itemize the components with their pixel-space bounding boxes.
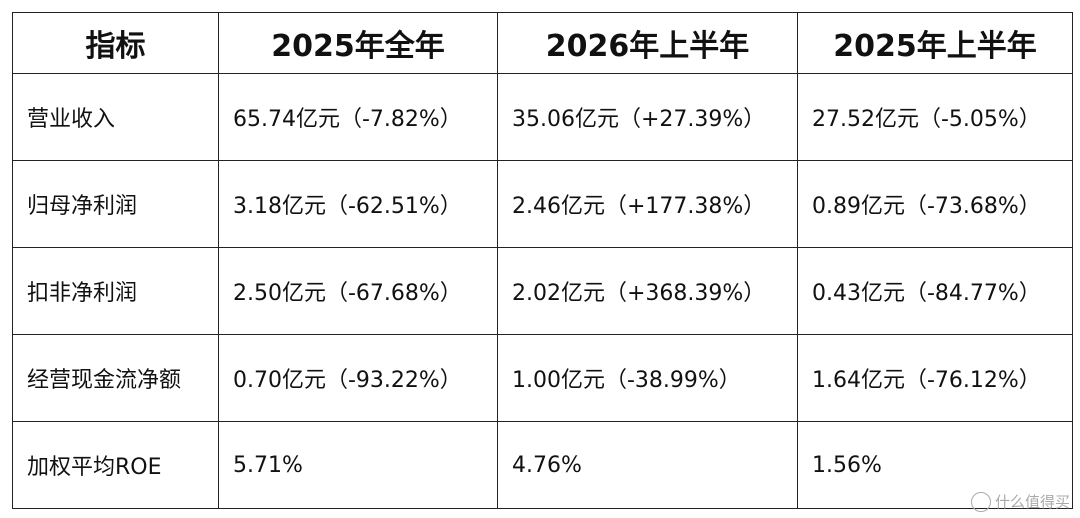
table-row: 归母净利润 3.18亿元（-62.51%） 2.46亿元（+177.38%） 0.89… <box>12 160 1073 248</box>
table-cell: 4.76% <box>497 421 798 509</box>
header-cell: 指标 <box>12 12 219 74</box>
header-cell: 2025年上半年 <box>797 12 1073 74</box>
table-row: 扣非净利润 2.50亿元（-67.68%） 2.02亿元（+368.39%） 0.43… <box>12 247 1073 335</box>
table-row: 经营现金流净额 0.70亿元（-93.22%） 1.00亿元（-38.99%） 1.6… <box>12 334 1073 422</box>
row-label: 归母净利润 <box>12 160 219 248</box>
table-cell: 1.00亿元（-38.99%） <box>497 334 798 422</box>
table-cell: 0.43亿元（-84.77%） <box>797 247 1073 335</box>
table-cell: 27.52亿元（-5.05%） <box>797 73 1073 161</box>
row-label: 扣非净利润 <box>12 247 219 335</box>
row-label: 加权平均ROE <box>12 421 219 509</box>
table-cell: 3.18亿元（-62.51%） <box>218 160 498 248</box>
table-cell: 65.74亿元（-7.82%） <box>218 73 498 161</box>
header-cell: 2026年上半年 <box>497 12 798 74</box>
table-cell: 2.02亿元（+368.39%） <box>497 247 798 335</box>
table-cell: 2.50亿元（-67.68%） <box>218 247 498 335</box>
table-cell: 35.06亿元（+27.39%） <box>497 73 798 161</box>
table-cell: 0.89亿元（-73.68%） <box>797 160 1073 248</box>
watermark: 什么值得买 <box>970 491 1070 512</box>
table-cell: 1.56% <box>797 421 1073 509</box>
table-row: 营业收入 65.74亿元（-7.82%） 35.06亿元（+27.39%） 27.52… <box>12 73 1073 161</box>
table-cell: 2.46亿元（+177.38%） <box>497 160 798 248</box>
row-label: 营业收入 <box>12 73 219 161</box>
row-label: 经营现金流净额 <box>12 334 219 422</box>
data-table: 指标 2025年全年 2026年上半年 2025年上半年 营业收入 65.74亿元（-7… <box>12 12 1073 509</box>
table-body: 营业收入 65.74亿元（-7.82%） 35.06亿元（+27.39%） 27.52… <box>12 73 1073 509</box>
table-cell: 0.70亿元（-93.22%） <box>218 334 498 422</box>
header-cell: 2025年全年 <box>218 12 498 74</box>
table-row: 加权平均ROE 5.71% 4.76% 1.56% <box>12 421 1073 509</box>
header-row: 指标 2025年全年 2026年上半年 2025年上半年 <box>12 12 1073 74</box>
table-cell: 5.71% <box>218 421 498 509</box>
watermark-icon <box>970 491 991 512</box>
watermark-text: 什么值得买 <box>994 493 1070 511</box>
table-cell: 1.64亿元（-76.12%） <box>797 334 1073 422</box>
